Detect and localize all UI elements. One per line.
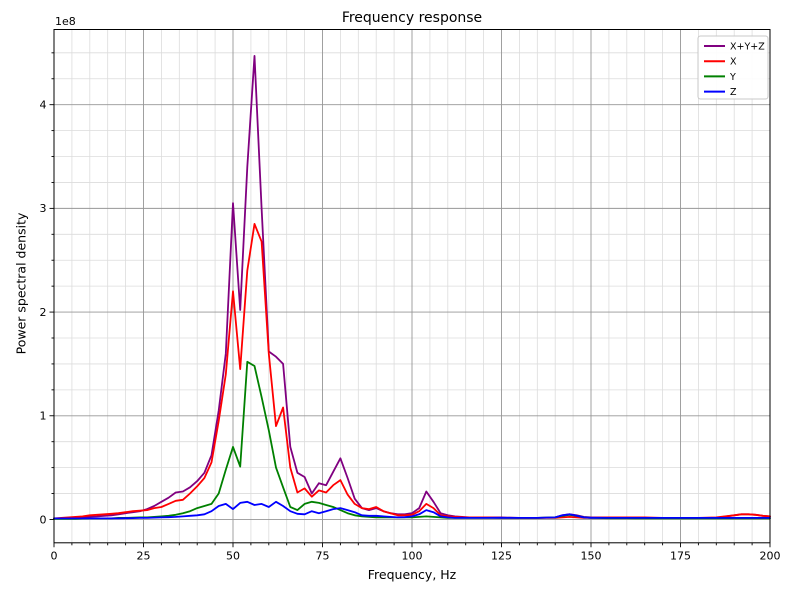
x-tick-label: 25 bbox=[137, 549, 151, 562]
x-tick-label: 75 bbox=[316, 549, 330, 562]
legend-label-x: X bbox=[730, 57, 737, 68]
x-tick-label: 100 bbox=[402, 549, 423, 562]
legend-label-y: Y bbox=[729, 72, 736, 83]
y-tick-label: 0 bbox=[40, 513, 47, 526]
series-line-z bbox=[53, 500, 771, 520]
legend-frame bbox=[697, 35, 769, 100]
legend-label-x-y-z: X+Y+Z bbox=[730, 41, 765, 52]
y-tick-label: 2 bbox=[40, 306, 47, 319]
tick-labels: 0 25 50 75 100 125 150 175 200 0 1 2 3 4 bbox=[40, 98, 781, 562]
legend: X+Y+Z XYZ bbox=[697, 35, 769, 100]
x-tick-label: 50 bbox=[226, 549, 240, 562]
x-tick-label: 150 bbox=[581, 549, 602, 562]
y-tick-label: 1 bbox=[40, 410, 47, 423]
x-tick-label: 0 bbox=[51, 549, 58, 562]
series-lines bbox=[53, 55, 771, 520]
x-tick-label: 175 bbox=[670, 549, 691, 562]
y-tick-label: 4 bbox=[40, 98, 47, 111]
minor-grid bbox=[54, 29, 770, 543]
ticks bbox=[49, 52, 771, 548]
legend-label-z: Z bbox=[730, 87, 737, 98]
x-tick-label: 200 bbox=[760, 549, 781, 562]
y-tick-label: 3 bbox=[40, 202, 47, 215]
x-tick-label: 125 bbox=[491, 549, 512, 562]
